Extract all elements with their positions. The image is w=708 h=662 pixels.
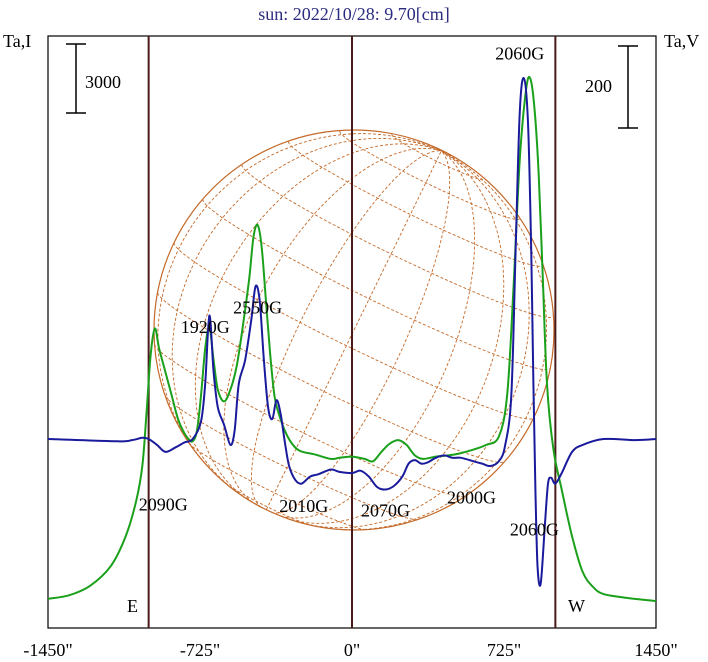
longitude-line <box>275 150 476 519</box>
field-strength-label: 2060G <box>510 519 559 539</box>
field-strength-label: 2550G <box>233 297 282 317</box>
x-tick-label: 1450" <box>634 640 677 660</box>
longitude-line <box>250 150 442 508</box>
right-scale-bar <box>618 45 638 129</box>
right-axis-label: Ta,V <box>664 31 699 51</box>
x-tick-label: 725" <box>487 640 521 660</box>
longitude-line <box>194 143 442 500</box>
field-strength-label: 2010G <box>279 496 328 516</box>
left-axis-label: Ta,I <box>3 31 31 51</box>
latitude-line <box>188 442 367 531</box>
vertical-reference-lines <box>147 36 557 628</box>
longitude-line <box>223 147 442 506</box>
latitude-line <box>339 130 520 220</box>
x-tick-label: 0" <box>344 640 360 660</box>
series-line-ta-v <box>47 75 657 603</box>
longitude-line <box>286 150 505 524</box>
longitude-line <box>299 150 530 529</box>
longitude-line <box>333 150 548 531</box>
series-layer <box>47 75 657 603</box>
x-tick-label: -725" <box>180 640 220 660</box>
latitude-line <box>154 344 466 498</box>
longitude-line <box>271 150 451 514</box>
west-limb-marker: W <box>568 596 585 616</box>
field-strength-label: 2070G <box>361 501 410 521</box>
latitude-line <box>157 292 505 463</box>
latitude-line <box>202 198 551 371</box>
chart-title: sun: 2022/10/28: 9.70[cm] <box>258 4 450 24</box>
field-strength-label: 2090G <box>139 495 188 515</box>
field-strength-label: 2000G <box>447 488 496 508</box>
latitude-line <box>241 164 554 319</box>
longitude-line <box>171 137 442 492</box>
longitude-line <box>265 150 442 510</box>
left-scale-label: 3000 <box>85 72 121 92</box>
left-scale-bar <box>66 43 86 114</box>
field-strength-label: 1920G <box>181 317 230 337</box>
right-scale-label: 200 <box>585 76 612 96</box>
x-tick-label: -1450" <box>23 640 72 660</box>
field-strength-label: 2060G <box>495 43 544 63</box>
series-line-ta-i <box>47 77 657 587</box>
x-axis-ticks: -1450" -725" 0" 725" 1450" <box>23 640 677 660</box>
solar-disk-grid <box>153 129 555 531</box>
east-limb-marker: E <box>127 596 138 616</box>
longitude-line <box>157 133 442 469</box>
